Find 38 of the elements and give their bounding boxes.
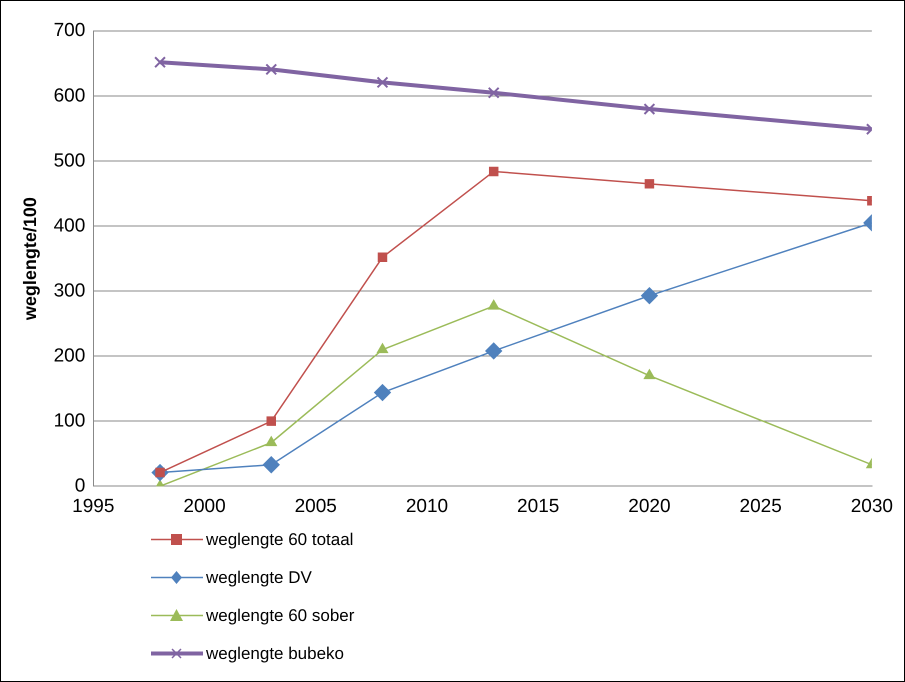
x-tick-label: 2025	[740, 496, 782, 517]
x-tick-label: 2005	[294, 496, 337, 517]
point	[154, 56, 166, 68]
y-tick-label: 500	[54, 150, 86, 172]
point	[262, 456, 280, 474]
x-tick-label: 2000	[183, 496, 226, 517]
point	[488, 300, 500, 310]
x-tick-label: 1995	[72, 496, 114, 517]
point	[376, 76, 388, 88]
y-axis-title: weglengte/100	[20, 197, 40, 322]
point	[376, 343, 388, 354]
y-tick-label: 300	[54, 280, 86, 302]
y-tick-label: 600	[54, 85, 86, 106]
y-tick-label: 0	[74, 475, 86, 496]
point	[488, 166, 498, 176]
legend-label: weglengte bubeko	[206, 644, 344, 664]
point	[644, 369, 656, 380]
y-tick-label: 400	[54, 215, 86, 236]
point	[266, 416, 276, 426]
x-tick-label: 2030	[850, 496, 894, 517]
point	[266, 436, 277, 446]
legend-label: weglengte 60 totaal	[206, 530, 354, 550]
point	[265, 63, 278, 76]
y-tick-label: 100	[54, 410, 86, 432]
point	[644, 179, 654, 189]
point	[374, 384, 391, 402]
x-tick-label: 2015	[517, 496, 560, 517]
x-tick-label: 2020	[628, 496, 671, 517]
x-tick-label: 2010	[406, 496, 448, 517]
legend-label: weglengte DV	[206, 568, 312, 588]
point	[488, 86, 500, 99]
y-tick-label: 700	[54, 20, 86, 42]
point	[640, 287, 658, 304]
point	[485, 342, 502, 360]
point	[643, 103, 656, 115]
y-tick-label: 200	[54, 345, 86, 366]
point	[378, 252, 388, 262]
legend-label: weglengte 60 sober	[206, 606, 354, 626]
